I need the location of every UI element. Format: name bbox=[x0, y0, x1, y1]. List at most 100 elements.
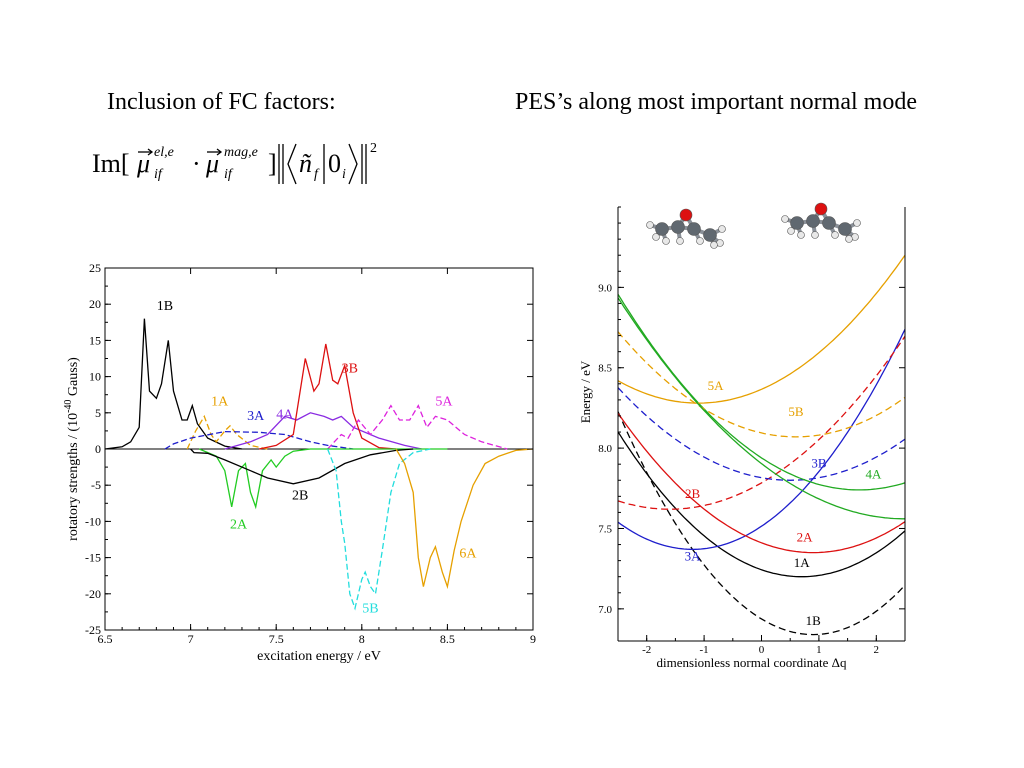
series-3B bbox=[258, 343, 397, 450]
x-tick-label: 7 bbox=[188, 632, 194, 646]
molecule-structures bbox=[646, 202, 861, 249]
formula-dot: · bbox=[192, 149, 201, 178]
y-tick-label: 0 bbox=[95, 442, 101, 456]
x-tick-label: -1 bbox=[700, 644, 709, 656]
formula-sup-mag: mag,e bbox=[224, 145, 258, 160]
formula-mu-el: μ bbox=[136, 149, 150, 178]
x-tick-label: 6.5 bbox=[98, 632, 113, 646]
hydrogen-atom bbox=[853, 219, 861, 227]
label-1B: 1B bbox=[157, 299, 173, 314]
y-tick-label: 9.0 bbox=[598, 282, 612, 294]
oxygen-atom bbox=[679, 208, 693, 222]
pes-curve-2A bbox=[618, 412, 905, 554]
vector-arrow-icon bbox=[207, 148, 223, 156]
hydrogen-atom bbox=[662, 237, 670, 245]
formula-n: ñ bbox=[299, 149, 312, 178]
formula-sub-i: i bbox=[342, 167, 346, 182]
label-3B: 3B bbox=[342, 361, 358, 376]
pes-label-4A: 4A bbox=[865, 467, 882, 482]
hydrogen-atom bbox=[845, 235, 853, 243]
series-2A bbox=[198, 448, 448, 510]
y-tick-label: 20 bbox=[89, 297, 101, 311]
label-4A: 4A bbox=[276, 408, 294, 423]
x-tick-label: 9 bbox=[530, 632, 536, 646]
formula: Im[ μ el,e if · μ mag,e if ] ñ f 0 i 2 bbox=[92, 141, 377, 185]
y-tick-label: 7.0 bbox=[598, 604, 612, 616]
formula-zero: 0 bbox=[328, 149, 341, 178]
y-axis-label: Energy / eV bbox=[578, 360, 593, 423]
y-tick-label: -20 bbox=[85, 587, 101, 601]
heading-pes: PES’s along most important normal mode bbox=[515, 89, 917, 115]
heading-fc-factors: Inclusion of FC factors: bbox=[107, 89, 336, 115]
hydrogen-atom bbox=[831, 231, 839, 239]
x-tick-label: 0 bbox=[759, 644, 765, 656]
pes-label-2B: 2B bbox=[685, 486, 701, 501]
molecule-left bbox=[646, 208, 726, 249]
hydrogen-atom bbox=[811, 231, 819, 239]
pes-curve-3A bbox=[618, 329, 905, 551]
hydrogen-atom bbox=[710, 241, 718, 249]
x-axis-label: excitation energy / eV bbox=[257, 649, 381, 664]
pes-curve-1B bbox=[618, 411, 905, 636]
formula-im: Im[ bbox=[92, 149, 130, 178]
pes-curve-4A bbox=[618, 293, 905, 491]
carbon-atom bbox=[655, 222, 669, 236]
pes-chart: -2 -1 0 1 2 7.0 7.5 8.0 8.5 9.0 dimensionless norm… bbox=[578, 202, 906, 670]
hydrogen-atom bbox=[652, 233, 660, 241]
carbon-atom bbox=[703, 228, 717, 242]
y-tick-label: -15 bbox=[85, 551, 101, 565]
hydrogen-atom bbox=[676, 237, 684, 245]
series-4A bbox=[224, 412, 422, 450]
x-tick-label: 2 bbox=[874, 644, 880, 656]
carbon-atom bbox=[822, 216, 836, 230]
hydrogen-atom bbox=[696, 237, 704, 245]
label-5A: 5A bbox=[435, 395, 453, 410]
x-axis-label: dimensionless normal coordinate Δq bbox=[657, 655, 847, 670]
y-tick-label: -25 bbox=[85, 623, 101, 637]
pes-curve-1A bbox=[618, 431, 905, 578]
label-2A: 2A bbox=[230, 518, 248, 533]
x-tick-label: -2 bbox=[642, 644, 651, 656]
carbon-atom bbox=[806, 214, 820, 228]
bracket-shapes bbox=[278, 143, 367, 185]
y-tick-label: 8.5 bbox=[598, 363, 612, 375]
pes-label-1B: 1B bbox=[806, 613, 822, 628]
label-6A: 6A bbox=[459, 547, 477, 562]
y-tick-label: 7.5 bbox=[598, 523, 612, 535]
y-tick-label: 15 bbox=[89, 333, 101, 347]
y-tick-label: 5 bbox=[95, 406, 101, 420]
pes-curve-2B bbox=[618, 335, 905, 510]
formula-mu-mag: μ bbox=[205, 149, 219, 178]
hydrogen-atom bbox=[781, 215, 789, 223]
oxygen-atom bbox=[814, 202, 828, 216]
pes-label-3A: 3A bbox=[685, 549, 702, 564]
series-1A bbox=[186, 414, 268, 450]
pes-curve-5B bbox=[618, 331, 905, 438]
series-3A bbox=[164, 430, 354, 450]
carbon-atom bbox=[790, 216, 804, 230]
y-tick-label: 8.0 bbox=[598, 443, 612, 455]
carbon-atom bbox=[838, 222, 852, 236]
y-tick-label: -10 bbox=[85, 514, 101, 528]
molecule-right bbox=[781, 202, 861, 243]
x-tick-label: 8.5 bbox=[440, 632, 455, 646]
rotatory-strength-chart: 6.5 7 7.5 8 8.5 9 25 20 15 10 5 0 -5 -10 -15 -20 -25 exci… bbox=[63, 261, 536, 664]
formula-power: 2 bbox=[370, 141, 377, 156]
y-tick-label: 10 bbox=[89, 370, 101, 384]
y-tick-label: -5 bbox=[91, 478, 101, 492]
x-tick-label: 1 bbox=[816, 644, 822, 656]
series-6A bbox=[395, 448, 534, 590]
series-5B bbox=[326, 448, 431, 611]
vector-arrow-icon bbox=[138, 148, 154, 156]
pes-curve-3B bbox=[618, 387, 905, 481]
series-5A bbox=[327, 404, 508, 450]
pes-label-2A: 2A bbox=[797, 529, 814, 544]
hydrogen-atom bbox=[787, 227, 795, 235]
x-tick-label: 7.5 bbox=[269, 632, 284, 646]
pes-label-5A: 5A bbox=[708, 378, 725, 393]
pes-curve-5A bbox=[618, 254, 905, 404]
formula-sup-el: el,e bbox=[154, 145, 174, 160]
formula-sub-if-1: if bbox=[154, 167, 164, 182]
pes-curve-green-high bbox=[618, 297, 905, 520]
carbon-atom bbox=[671, 220, 685, 234]
